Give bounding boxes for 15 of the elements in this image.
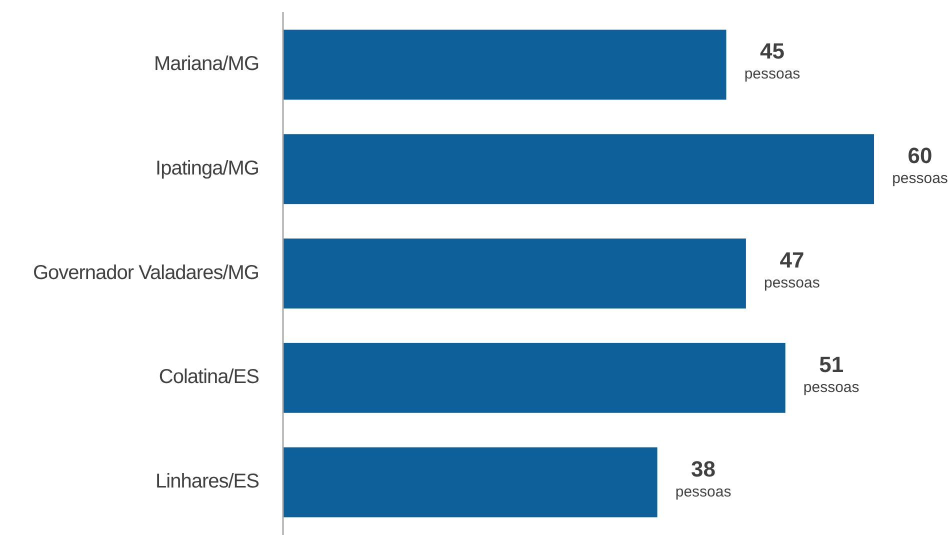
y-tick-label: Colatina/ES xyxy=(158,366,260,388)
data-label: 45 pessoas xyxy=(744,38,800,83)
data-label: 60 pessoas xyxy=(892,143,948,188)
y-tick-label: Linhares/ES xyxy=(156,470,260,493)
bar xyxy=(283,134,874,204)
data-label: 51 pessoas xyxy=(803,352,860,396)
bar xyxy=(283,30,726,100)
data-label: 47 pessoas xyxy=(764,248,820,292)
bar xyxy=(283,238,746,308)
y-tick-label: Governador Valadares/MG xyxy=(32,262,259,284)
y-tick-label: Ipatinga/MG xyxy=(156,157,259,180)
y-tick-label: Mariana/MG xyxy=(154,53,259,75)
bar xyxy=(283,342,786,413)
bar xyxy=(283,447,658,518)
data-label: 38 pessoas xyxy=(675,456,732,500)
